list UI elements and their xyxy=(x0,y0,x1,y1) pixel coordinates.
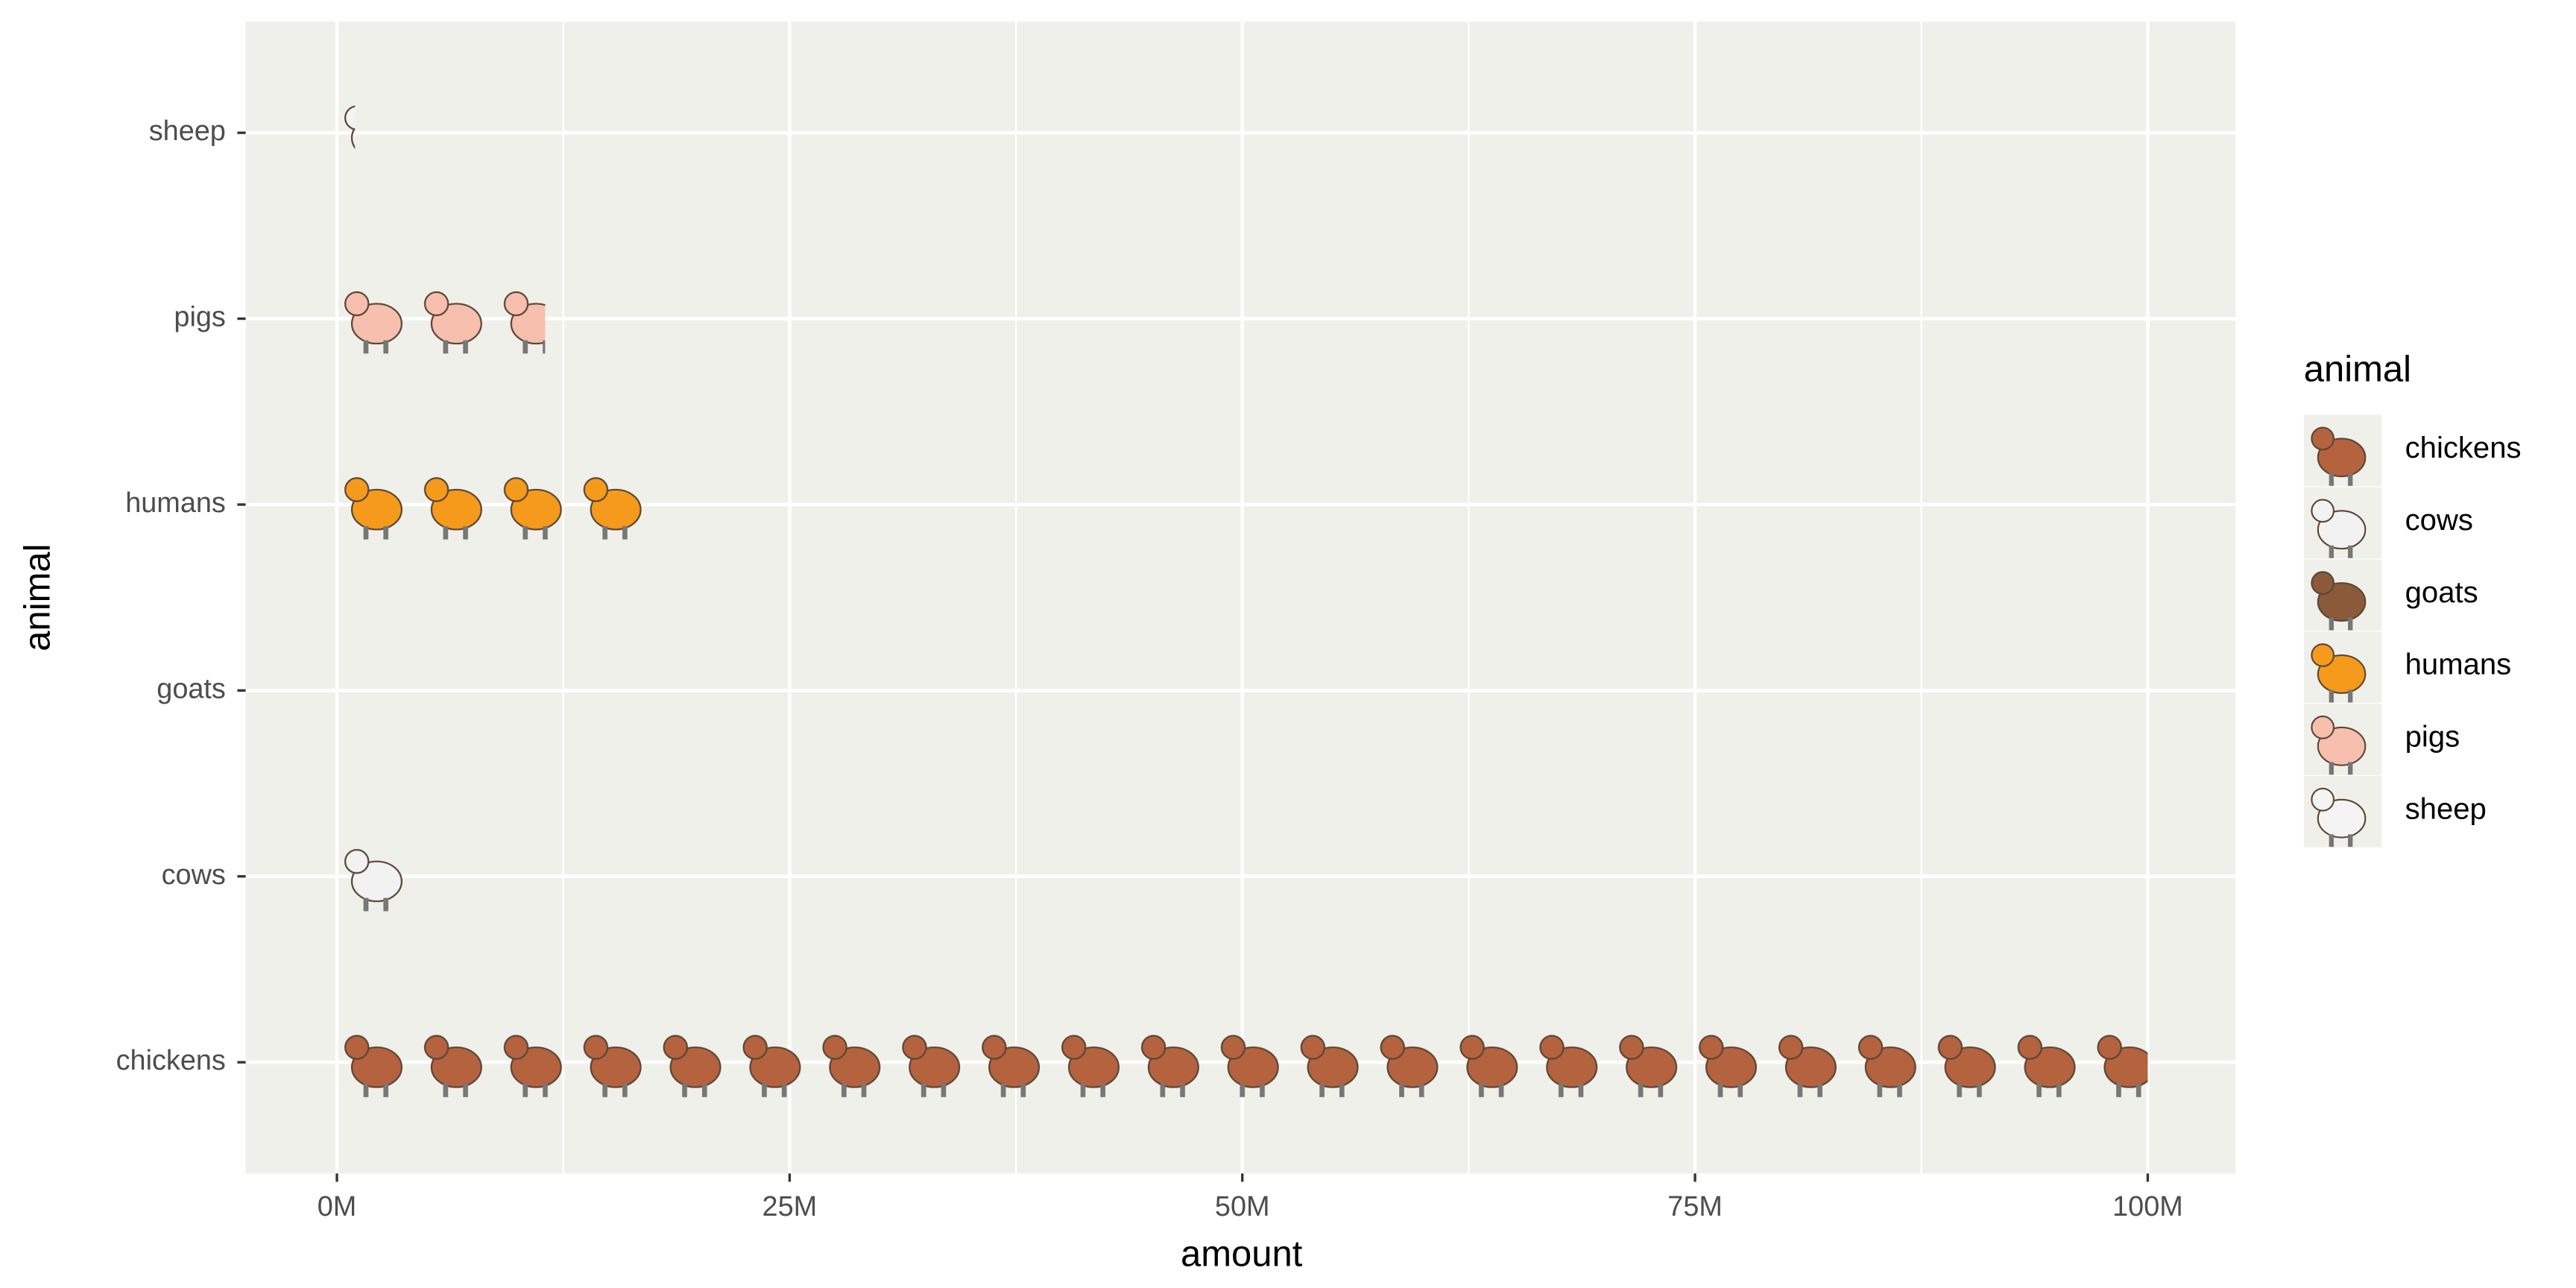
legend-label: cows xyxy=(2405,504,2473,537)
icon-head xyxy=(2311,571,2335,596)
icon-head xyxy=(2311,643,2335,667)
icon-leg xyxy=(2329,834,2334,847)
icon-leg xyxy=(2348,545,2353,558)
legend-icon xyxy=(2311,426,2367,486)
legend-icon xyxy=(2311,499,2367,558)
x-tick-label: 25M xyxy=(763,1191,818,1222)
legend-label: goats xyxy=(2405,576,2478,609)
icon-leg xyxy=(2329,617,2334,631)
legend-label: humans xyxy=(2405,648,2512,681)
legend-label: pigs xyxy=(2405,721,2460,754)
legend-label: sheep xyxy=(2405,792,2487,825)
legend-icon xyxy=(2311,571,2367,631)
legend-icon xyxy=(2311,643,2367,703)
icon-head xyxy=(2311,787,2335,812)
y-tick-label: pigs xyxy=(174,302,225,333)
y-tick-label: cows xyxy=(162,859,226,891)
pictogram-bar xyxy=(337,1022,2148,1102)
pictogram-bar xyxy=(337,836,410,917)
y-tick-label: chickens xyxy=(116,1045,226,1076)
y-tick-label: humans xyxy=(125,487,226,519)
x-axis-title: amount xyxy=(1181,1234,1303,1275)
icon-leg xyxy=(2329,762,2334,775)
legend-icon xyxy=(2311,716,2367,775)
icon-leg xyxy=(2329,545,2334,558)
pictogram-bar xyxy=(337,92,356,173)
icon-leg xyxy=(2348,473,2353,486)
pictogram-bar xyxy=(337,464,654,545)
icon-leg xyxy=(2348,834,2353,847)
y-tick-label: sheep xyxy=(149,116,226,147)
x-tick-label: 100M xyxy=(2112,1191,2183,1222)
icon-leg xyxy=(2329,473,2334,486)
legend-label: chickens xyxy=(2405,432,2522,464)
y-tick-label: goats xyxy=(157,673,226,704)
x-tick-label: 75M xyxy=(1667,1191,1723,1222)
icon-leg xyxy=(2348,689,2353,703)
legend-title: animal xyxy=(2304,350,2411,390)
icon-leg xyxy=(2329,689,2334,703)
pictogram-bar xyxy=(337,279,546,359)
icon-leg xyxy=(2348,617,2353,631)
icon-head xyxy=(2311,499,2335,523)
x-tick-label: 0M xyxy=(318,1191,357,1222)
icon-leg xyxy=(2348,762,2353,775)
bars xyxy=(337,92,2148,1102)
y-axis-title: animal xyxy=(17,544,57,651)
icon-head xyxy=(2311,716,2335,739)
icon-head xyxy=(2311,426,2335,451)
x-tick-label: 50M xyxy=(1215,1191,1270,1222)
legend-icon xyxy=(2311,787,2367,847)
